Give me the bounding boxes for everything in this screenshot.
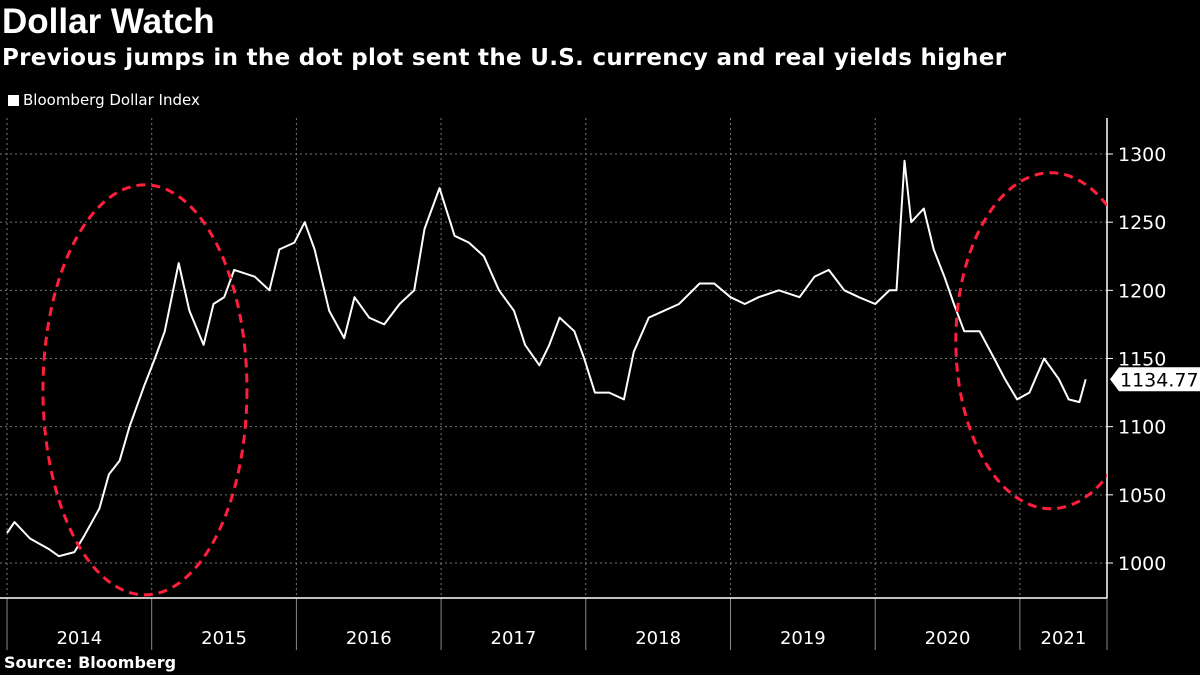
x-tick-label: 2019 <box>780 628 826 649</box>
y-tick-label: 1250 <box>1118 212 1166 234</box>
chart-title: Dollar Watch <box>2 2 215 41</box>
annotation-ellipse <box>41 183 249 597</box>
legend: Bloomberg Dollar Index <box>8 91 200 109</box>
y-tick-label: 1100 <box>1118 417 1166 439</box>
x-tick-label: 2020 <box>925 628 971 649</box>
chart-subtitle: Previous jumps in the dot plot sent the … <box>2 45 1007 71</box>
last-value-flag <box>1110 367 1200 392</box>
y-tick-label: 1300 <box>1118 144 1166 166</box>
x-tick-label: 2016 <box>346 628 392 649</box>
annotation-ellipse <box>954 171 1107 511</box>
x-tick-label: 2014 <box>56 628 102 649</box>
y-tick-label: 1050 <box>1118 485 1166 507</box>
legend-label: Bloomberg Dollar Index <box>23 91 200 109</box>
x-tick-label: 2015 <box>201 628 247 649</box>
last-value-label: 1134.77 <box>1120 369 1199 391</box>
legend-swatch <box>8 94 19 106</box>
series-line-bloomberg-dollar-index <box>6 159 1087 558</box>
source-note: Source: Bloomberg <box>4 653 177 672</box>
x-tick-label: 2018 <box>635 628 681 649</box>
y-tick-label: 1150 <box>1118 349 1166 371</box>
x-tick-label: 2017 <box>491 628 537 649</box>
y-tick-label: 1000 <box>1118 553 1166 575</box>
y-tick-label: 1200 <box>1118 280 1166 302</box>
x-tick-label: 2021 <box>1041 628 1087 649</box>
